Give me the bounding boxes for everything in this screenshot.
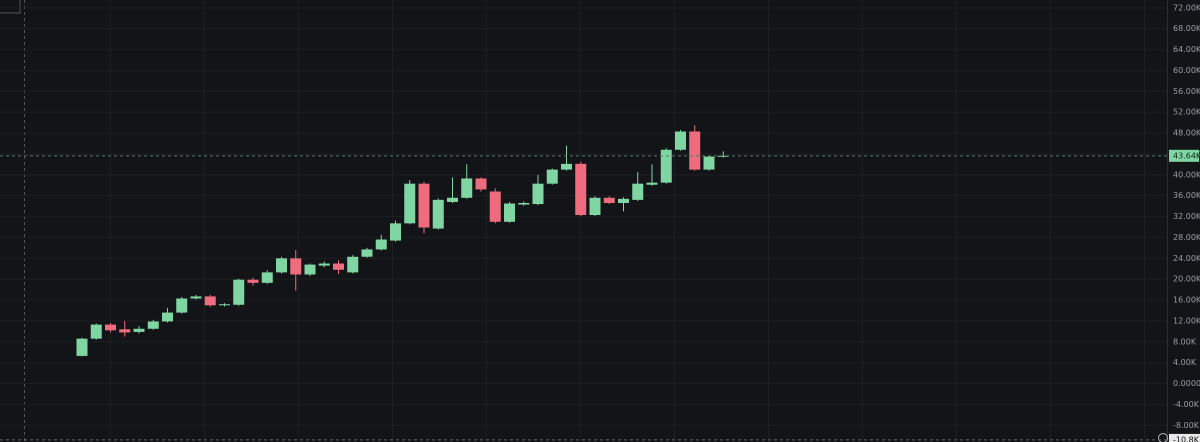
candle-body (247, 279, 259, 283)
y-tick-label: 20.00K (1173, 275, 1200, 284)
candle-body (347, 256, 359, 273)
y-tick-label: 60.00K (1173, 66, 1200, 75)
candle-body (489, 191, 501, 222)
y-tick-label: -8.00K (1173, 421, 1200, 430)
candle-body (133, 328, 145, 332)
y-tick-label: 40.00K (1173, 170, 1200, 179)
y-tick-label: 28.00K (1173, 233, 1200, 242)
candle-body (447, 197, 458, 202)
candle-body (603, 197, 615, 203)
y-tick-label: 52.00K (1173, 108, 1200, 117)
settings-icon[interactable] (1158, 433, 1168, 442)
candle-body (418, 183, 430, 228)
last-price-label: 43.64K (1173, 151, 1200, 160)
candle-body (689, 131, 701, 170)
candle-body (261, 272, 273, 283)
candle-body (276, 258, 287, 273)
candle-body (304, 264, 316, 275)
candle-body (76, 338, 88, 356)
crosshair-label: -10.8K (1173, 435, 1200, 442)
corner-box (0, 0, 21, 14)
candle-body (290, 258, 302, 275)
candle-body (504, 203, 515, 222)
candle-body (119, 329, 131, 333)
y-tick-label: 56.00K (1173, 87, 1200, 96)
candle-body (375, 239, 387, 250)
y-tick-label: 72.00K (1173, 3, 1200, 12)
candle-body (233, 279, 245, 305)
candle-body (147, 321, 159, 329)
y-tick-label: 64.00K (1173, 45, 1200, 54)
candle-body (475, 178, 487, 190)
candle-body (432, 199, 444, 229)
y-tick-label: 24.00K (1173, 254, 1200, 263)
last-price-box (1169, 149, 1199, 162)
crosshair-box (1169, 433, 1200, 442)
candle-body (190, 296, 202, 299)
candle-body (518, 202, 530, 205)
y-tick-label: 48.00K (1173, 129, 1200, 138)
y-tick-label: 36.00K (1173, 191, 1200, 200)
candle-body (318, 263, 330, 266)
candle-body (532, 183, 544, 205)
candle-body (646, 182, 658, 185)
candle-body (717, 155, 729, 157)
y-tick-label: 68.00K (1173, 24, 1200, 33)
y-tick-label: 0.0000 (1173, 379, 1200, 388)
y-tick-label: 4.00K (1173, 358, 1197, 367)
candle-body (204, 296, 216, 306)
y-tick-label: 12.00K (1173, 316, 1200, 325)
y-tick-label: -4.00K (1173, 400, 1200, 409)
candle-body (105, 324, 116, 331)
y-tick-label: 16.00K (1173, 296, 1200, 305)
y-tick-label: 32.00K (1173, 212, 1200, 221)
candle-body (589, 197, 601, 215)
candle-body (390, 223, 401, 241)
candle-body (461, 178, 473, 198)
candle-body (219, 304, 230, 306)
candle-body (361, 249, 373, 257)
candle-body (90, 324, 102, 339)
candle-body (660, 149, 672, 183)
candle-body (575, 163, 587, 215)
candle-body (176, 298, 188, 313)
candle-body (632, 183, 644, 200)
candle-body (546, 169, 558, 184)
candle-body (618, 198, 629, 203)
candle-body (162, 312, 173, 322)
candle-body (703, 156, 715, 170)
candle-body (404, 183, 416, 224)
candle-body (561, 163, 572, 170)
y-tick-label: 8.00K (1173, 337, 1197, 346)
candle-body (675, 131, 686, 150)
candle-body (333, 263, 344, 270)
